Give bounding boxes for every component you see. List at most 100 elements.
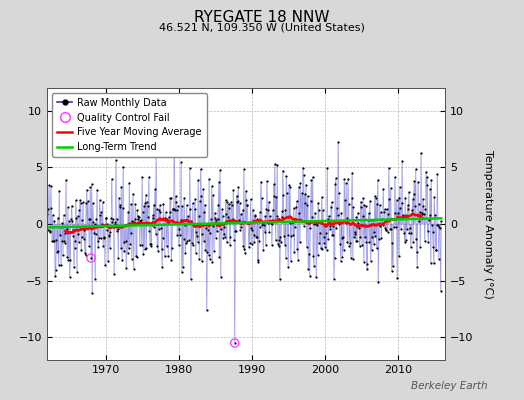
Point (75, 206, 84, 213)
Point (123, 250, 132, 256)
Point (363, 266, 371, 272)
Point (129, 190, 137, 197)
Point (140, 246, 149, 252)
Point (139, 251, 148, 258)
Point (155, 207, 163, 213)
Point (176, 232, 184, 238)
Point (242, 197, 250, 203)
Point (359, 195, 367, 202)
Point (168, 245, 176, 251)
Point (100, 235, 108, 242)
Point (254, 257, 263, 264)
Point (181, 250, 190, 257)
Point (332, 175, 340, 181)
Point (165, 214, 173, 220)
Point (435, 224, 443, 230)
Point (313, 252, 322, 258)
Point (66, 256, 74, 263)
Point (388, 240, 397, 247)
Point (88, 290, 96, 296)
Point (303, 192, 312, 199)
Point (72, 197, 80, 204)
Point (282, 255, 290, 262)
Point (419, 203, 428, 210)
Point (296, 180, 304, 186)
Point (164, 252, 172, 259)
Point (70, 245, 79, 251)
Point (246, 196, 255, 202)
Text: Berkeley Earth: Berkeley Earth (411, 381, 487, 391)
Point (144, 202, 152, 209)
Point (212, 216, 221, 223)
Point (215, 179, 223, 185)
Point (305, 272, 314, 279)
Point (242, 188, 250, 194)
Point (119, 164, 127, 171)
Point (185, 237, 193, 243)
Point (92, 231, 100, 237)
Point (47, 183, 55, 189)
Point (279, 168, 287, 174)
Point (405, 189, 413, 195)
Point (347, 254, 355, 261)
Point (123, 222, 131, 228)
Point (309, 253, 318, 259)
Point (408, 196, 417, 202)
Point (86, 184, 95, 191)
Point (57, 262, 66, 268)
Point (173, 231, 182, 238)
Point (384, 228, 392, 235)
Point (310, 262, 318, 269)
Point (237, 211, 245, 218)
Point (284, 263, 292, 270)
Point (56, 232, 64, 238)
Point (77, 247, 85, 254)
Point (391, 174, 399, 180)
Point (424, 239, 432, 246)
Point (386, 185, 395, 191)
Point (119, 248, 128, 255)
Point (409, 239, 417, 245)
Point (295, 210, 303, 216)
Point (96, 212, 104, 218)
Point (311, 210, 319, 216)
Point (161, 215, 169, 222)
Point (54, 262, 63, 268)
Point (367, 247, 376, 254)
Point (340, 175, 348, 182)
Point (136, 242, 144, 248)
Point (358, 241, 366, 248)
Point (283, 232, 292, 238)
Point (81, 250, 89, 257)
Point (346, 221, 354, 228)
Point (327, 204, 335, 210)
Point (182, 202, 191, 208)
Point (67, 216, 75, 223)
Point (80, 227, 89, 234)
Point (294, 184, 303, 190)
Point (260, 222, 268, 228)
Point (415, 218, 423, 225)
Point (329, 232, 337, 238)
Point (216, 273, 225, 280)
Point (200, 209, 209, 216)
Point (285, 182, 293, 189)
Point (328, 199, 336, 206)
Point (388, 268, 396, 274)
Point (103, 227, 112, 233)
Point (246, 240, 254, 246)
Point (236, 227, 244, 233)
Point (173, 206, 181, 213)
Point (55, 188, 63, 194)
Point (239, 243, 247, 249)
Point (140, 202, 148, 209)
Point (367, 216, 375, 223)
Point (339, 234, 347, 241)
Point (126, 241, 134, 247)
Point (361, 234, 369, 240)
Point (298, 190, 306, 196)
Point (404, 206, 412, 212)
Point (52, 236, 60, 243)
Point (425, 212, 434, 218)
Point (429, 244, 438, 250)
